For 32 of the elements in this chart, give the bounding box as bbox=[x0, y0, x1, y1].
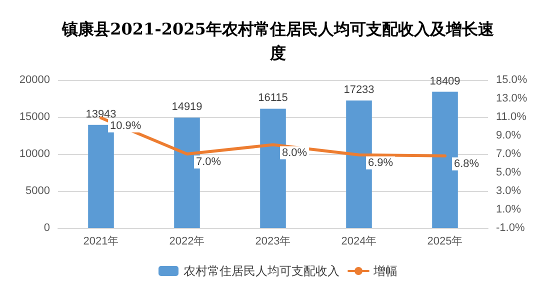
y2-tick-label: 15.0% bbox=[496, 74, 528, 86]
legend-label: 增幅 bbox=[372, 264, 398, 278]
x-tick-label: 2024年 bbox=[341, 236, 377, 248]
x-tick-label: 2022年 bbox=[169, 236, 205, 248]
y2-tick-label: 11.0% bbox=[496, 111, 527, 123]
y-tick-label: 15000 bbox=[19, 111, 50, 123]
y2-tick-label: 5.0% bbox=[496, 166, 522, 178]
y-tick-label: 10000 bbox=[19, 148, 50, 160]
y2-tick-label: -1.0% bbox=[496, 222, 525, 234]
data-label: 7.0% bbox=[196, 156, 222, 168]
y2-tick-label: 3.0% bbox=[496, 185, 522, 197]
data-label: 10.9% bbox=[110, 120, 142, 132]
data-label: 16115 bbox=[258, 92, 288, 104]
x-tick-label: 2021年 bbox=[83, 236, 119, 248]
legend-label: 农村常住居民人均可支配收入 bbox=[184, 264, 340, 278]
y-tick-label: 20000 bbox=[19, 74, 50, 86]
data-label: 6.9% bbox=[368, 156, 394, 169]
data-label: 14919 bbox=[172, 101, 202, 114]
x-tick-label: 2023年 bbox=[255, 236, 291, 248]
data-label: 17233 bbox=[344, 84, 374, 96]
y2-tick-label: 1.0% bbox=[496, 204, 522, 216]
chart-title: 镇康县2021-2025年农村常住居民人均可支配收入及增长速度 bbox=[61, 20, 495, 62]
y-tick-label: 5000 bbox=[26, 185, 50, 197]
data-label: 6.8% bbox=[454, 158, 480, 170]
data-label: 8.0% bbox=[282, 146, 308, 159]
data-label: 18409 bbox=[430, 75, 460, 88]
y-tick-label: 0 bbox=[44, 222, 50, 234]
x-tick-label: 2025年 bbox=[427, 236, 463, 248]
y2-tick-label: 9.0% bbox=[496, 130, 522, 142]
y2-tick-label: 7.0% bbox=[496, 148, 522, 160]
y2-tick-label: 13.0% bbox=[496, 92, 528, 104]
data-label: 13943 bbox=[86, 108, 116, 120]
